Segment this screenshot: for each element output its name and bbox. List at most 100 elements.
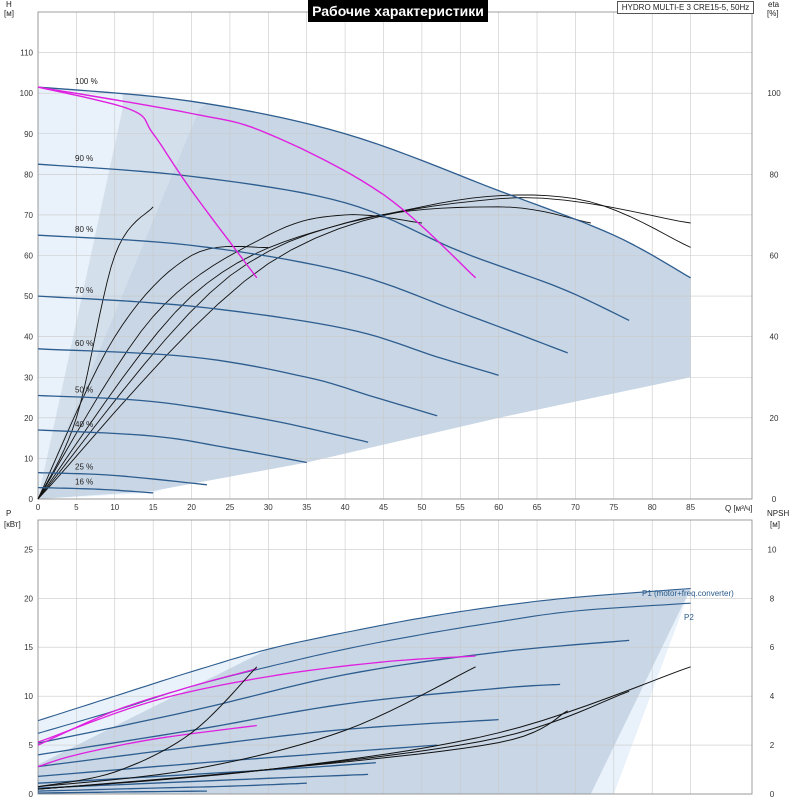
power-curve: [37, 683, 561, 756]
series-label-p2: P2: [684, 613, 694, 622]
npsh-tick-label: 10: [768, 545, 777, 554]
npsh-tick-label: 0: [770, 790, 775, 799]
x-tick-label: 45: [379, 503, 388, 512]
speed-label: 100 %: [75, 77, 98, 86]
eta-tick-label: 80: [770, 170, 779, 179]
p-tick-label: 15: [24, 643, 33, 652]
p-axis-unit: [кВт]: [4, 520, 21, 529]
npsh-axis-unit: [м]: [770, 520, 780, 529]
p-tick-label: 5: [29, 741, 34, 750]
power-curve: [38, 790, 207, 794]
eta-tick-label: 0: [772, 495, 777, 504]
efficiency-curve: [37, 194, 691, 500]
npsh-tick-label: 8: [770, 594, 775, 603]
power-curve: [37, 718, 499, 768]
power-area-dark: [38, 588, 691, 794]
x-tick-label: 20: [187, 503, 196, 512]
x-axis-label: Q [м³/ч]: [725, 504, 752, 513]
y-tick-label: 110: [20, 49, 33, 58]
power-series-curve: [37, 602, 691, 734]
speed-label: 60 %: [75, 339, 93, 348]
eta-tick-label: 40: [770, 333, 779, 342]
series-label-p1: P1 (motor+freq.converter): [642, 589, 734, 598]
speed-curve: [37, 163, 630, 321]
p-tick-label: 25: [24, 545, 33, 554]
p-tick-label: 10: [24, 692, 33, 701]
x-tick-label: 55: [456, 503, 465, 512]
plot-frame-bottom: [37, 519, 753, 795]
x-tick-label: 30: [264, 503, 273, 512]
limit-curve: [37, 86, 477, 279]
efficiency-curve: [37, 206, 154, 500]
efficiency-curve: [37, 245, 269, 500]
y-tick-label: 50: [24, 292, 33, 301]
x-tick-label: 10: [110, 503, 119, 512]
speed-label: 25 %: [75, 463, 93, 472]
y-tick-label: 90: [24, 130, 33, 139]
y-tick-label: 40: [24, 333, 33, 342]
npsh-tick-label: 6: [770, 643, 775, 652]
npsh-curve: [37, 666, 476, 788]
y-tick-label: 100: [20, 89, 34, 98]
power-curve: [37, 773, 369, 789]
x-tick-label: 5: [74, 503, 79, 512]
x-tick-label: 40: [341, 503, 350, 512]
x-tick-label: 80: [648, 503, 657, 512]
power-curve: [37, 782, 307, 792]
x-tick-label: 75: [609, 503, 618, 512]
speed-label: 50 %: [75, 386, 93, 395]
speed-label: 40 %: [75, 420, 93, 429]
eta-tick-label: 60: [770, 252, 779, 261]
p-tick-label: 20: [24, 594, 33, 603]
eta-axis-unit: [%]: [767, 9, 779, 18]
power-curve: [37, 744, 438, 778]
y-tick-label: 0: [29, 495, 34, 504]
efficiency-curve: [37, 214, 422, 500]
power-curve: [37, 639, 630, 744]
x-tick-label: 85: [686, 503, 695, 512]
efficiency-curve: [37, 197, 691, 500]
speed-label: 80 %: [75, 225, 93, 234]
power-series-curve: [37, 587, 691, 722]
y-tick-label: 10: [24, 454, 33, 463]
npsh-curve: [37, 710, 568, 790]
x-tick-label: 70: [571, 503, 580, 512]
y-tick-label: 80: [24, 170, 33, 179]
speed-curve: [37, 234, 568, 354]
x-tick-label: 0: [36, 503, 41, 512]
speed-curve: [37, 86, 691, 279]
npsh-axis-label: NPSH: [767, 509, 789, 518]
speed-label: 70 %: [75, 286, 93, 295]
y-tick-label: 20: [24, 414, 33, 423]
x-tick-label: 65: [533, 503, 542, 512]
y-tick-label: 30: [24, 373, 33, 382]
eta-tick-label: 100: [767, 89, 781, 98]
limit-power-curve: [37, 724, 257, 768]
x-tick-label: 35: [302, 503, 311, 512]
speed-curve: [37, 394, 369, 443]
speed-curve: [37, 295, 499, 376]
chart-title: Рабочие характеристики: [308, 0, 488, 22]
x-tick-label: 25: [225, 503, 234, 512]
speed-curve: [37, 471, 207, 486]
npsh-curve: [37, 666, 258, 788]
npsh-tick-label: 4: [770, 692, 775, 701]
eta-tick-label: 20: [770, 414, 779, 423]
y-tick-label: 60: [24, 252, 33, 261]
p-axis-label: P: [6, 509, 11, 518]
y-axis-unit: [м]: [4, 9, 14, 18]
y-axis-label: H: [6, 0, 12, 9]
y-tick-label: 70: [24, 211, 33, 220]
speed-label: 16 %: [75, 478, 93, 487]
speed-curve: [37, 348, 438, 417]
x-tick-label: 60: [494, 503, 503, 512]
limit-power-curve: [37, 655, 476, 743]
limit-curve: [37, 86, 258, 279]
p-tick-label: 0: [29, 790, 34, 799]
x-tick-label: 50: [417, 503, 426, 512]
operating-area-dark: [38, 103, 691, 499]
speed-curve: [37, 486, 154, 494]
npsh-tick-label: 2: [770, 741, 775, 750]
speed-curve: [37, 429, 307, 464]
